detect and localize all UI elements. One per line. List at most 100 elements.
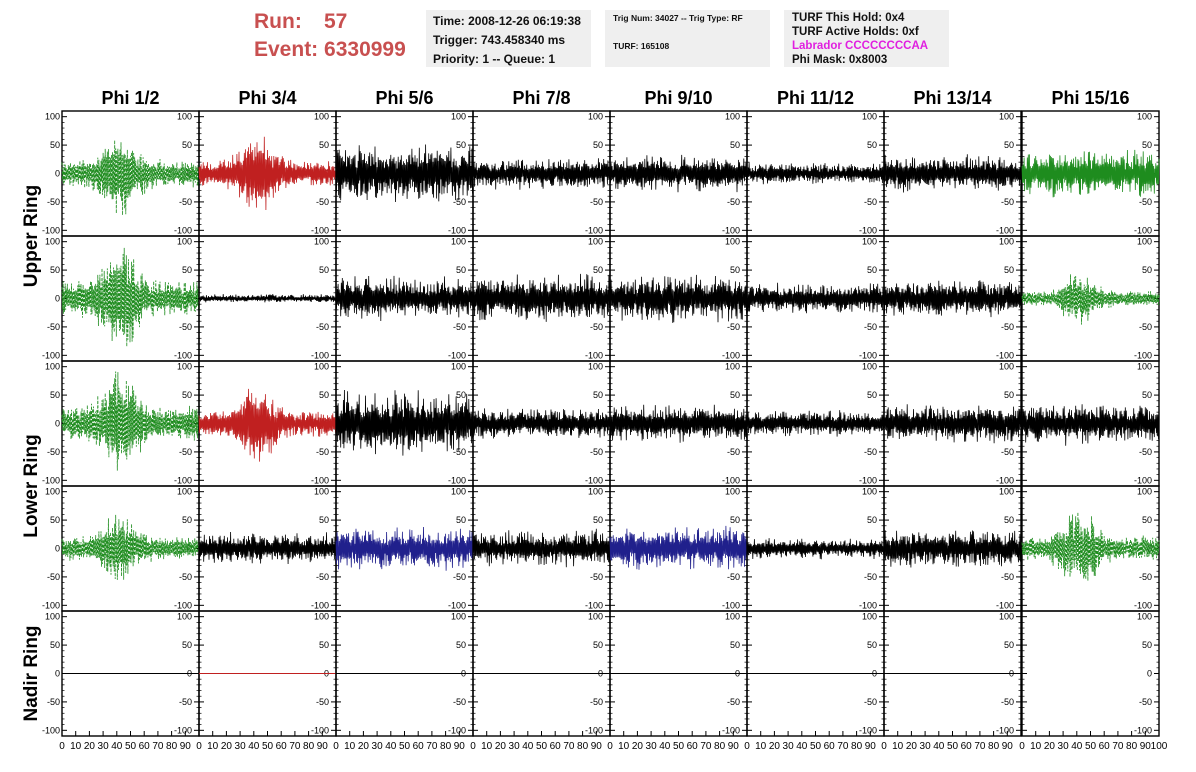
y-tick-label: -100 xyxy=(996,225,1014,235)
x-tick-label: 50 xyxy=(536,741,548,752)
y-tick-label: 50 xyxy=(1142,390,1152,400)
y-tick-label: -100 xyxy=(859,350,877,360)
y-tick-label: 50 xyxy=(319,265,329,275)
y-tick-label: 50 xyxy=(1142,515,1152,525)
y-tick-label: 100 xyxy=(45,112,60,122)
x-tick-label: 20 xyxy=(1044,741,1056,752)
x-tick-label: 90 xyxy=(454,741,466,752)
y-tick-label: 50 xyxy=(593,265,603,275)
y-tick-label: 100 xyxy=(1137,487,1152,497)
y-tick-label: 50 xyxy=(867,140,877,150)
y-tick-label: -100 xyxy=(996,600,1014,610)
x-tick-label: 90 xyxy=(180,741,192,752)
y-tick-label: -50 xyxy=(1139,572,1152,582)
x-tick-label: 30 xyxy=(783,741,795,752)
column-header: Phi 1/2 xyxy=(101,88,159,108)
panel-frame xyxy=(1021,610,1160,737)
trigger-text: Trigger: 743.458340 ms xyxy=(433,33,566,47)
y-tick-label: 50 xyxy=(50,515,60,525)
y-tick-label: 50 xyxy=(319,140,329,150)
y-tick-label: 100 xyxy=(725,487,740,497)
turf-info-box: TURF This Hold: 0x4 TURF Active Holds: 0… xyxy=(784,10,949,67)
turf-active-holds-text: TURF Active Holds: 0xf xyxy=(792,26,919,38)
event-value: 6330999 xyxy=(324,38,406,61)
y-tick-label: -100 xyxy=(722,350,740,360)
y-tick-label: 100 xyxy=(177,362,192,372)
y-tick-label: 100 xyxy=(725,237,740,247)
y-tick-label: -50 xyxy=(316,697,329,707)
y-tick-label: 50 xyxy=(867,515,877,525)
y-tick-label: -50 xyxy=(1001,697,1014,707)
y-tick-label: 50 xyxy=(730,140,740,150)
y-tick-label: -50 xyxy=(47,197,60,207)
y-tick-label: 50 xyxy=(867,265,877,275)
y-tick-label: -100 xyxy=(311,475,329,485)
y-tick-label: 100 xyxy=(588,487,603,497)
y-tick-label: -50 xyxy=(453,322,466,332)
x-tick-label: 0 xyxy=(470,741,476,752)
y-tick-label: -100 xyxy=(174,350,192,360)
x-tick-label: 40 xyxy=(796,741,808,752)
y-tick-label: -100 xyxy=(448,725,466,735)
y-tick-label: -50 xyxy=(47,572,60,582)
waveform-trace xyxy=(609,274,748,323)
y-tick-label: -50 xyxy=(727,447,740,457)
x-tick-label: 50 xyxy=(125,741,137,752)
x-tick-label: 10 xyxy=(481,741,493,752)
y-tick-label: -50 xyxy=(179,197,192,207)
y-tick-label: 50 xyxy=(867,390,877,400)
waveform-trace xyxy=(883,280,1022,318)
y-tick-label: 50 xyxy=(50,390,60,400)
waveform-trace xyxy=(61,371,200,471)
x-tick-label: 0 xyxy=(333,741,339,752)
y-tick-label: 50 xyxy=(456,515,466,525)
y-tick-label: 50 xyxy=(182,390,192,400)
y-tick-label: 100 xyxy=(725,112,740,122)
y-tick-label: 100 xyxy=(177,612,192,622)
y-tick-label: -100 xyxy=(42,475,60,485)
y-tick-label: 100 xyxy=(1137,237,1152,247)
y-tick-label: 100 xyxy=(451,362,466,372)
y-tick-label: 50 xyxy=(319,515,329,525)
waveform-trace xyxy=(61,247,200,347)
y-tick-label: -50 xyxy=(1139,697,1152,707)
waveform-trace xyxy=(472,528,611,568)
x-tick-label: 10 xyxy=(207,741,219,752)
y-tick-label: 50 xyxy=(593,640,603,650)
y-tick-label: -50 xyxy=(1001,572,1014,582)
x-tick-label: 60 xyxy=(687,741,699,752)
x-tick-label: 40 xyxy=(659,741,671,752)
x-tick-label: 70 xyxy=(700,741,712,752)
trig-num-text: Trig Num: 34027 -- Trig Type: RF xyxy=(613,13,743,23)
y-tick-label: -50 xyxy=(727,572,740,582)
trigger-info-box: Trig Num: 34027 -- Trig Type: RF TURF: 1… xyxy=(605,10,770,67)
y-tick-label: -50 xyxy=(727,322,740,332)
y-tick-label: -50 xyxy=(47,447,60,457)
y-tick-label: -100 xyxy=(722,225,740,235)
column-header: Phi 5/6 xyxy=(375,88,433,108)
x-tick-label: 30 xyxy=(646,741,658,752)
y-tick-label: 100 xyxy=(588,362,603,372)
run-value: 57 xyxy=(324,10,348,33)
column-header: Phi 3/4 xyxy=(238,88,296,108)
x-tick-label: 90 xyxy=(317,741,329,752)
x-tick-label: 30 xyxy=(372,741,384,752)
waveform-trace xyxy=(472,273,611,322)
y-tick-label: -100 xyxy=(1134,225,1152,235)
y-tick-label: -100 xyxy=(722,600,740,610)
waveform-trace xyxy=(1021,274,1160,325)
x-tick-label: 30 xyxy=(920,741,932,752)
y-tick-label: 100 xyxy=(45,487,60,497)
x-tick-label: 10 xyxy=(892,741,904,752)
